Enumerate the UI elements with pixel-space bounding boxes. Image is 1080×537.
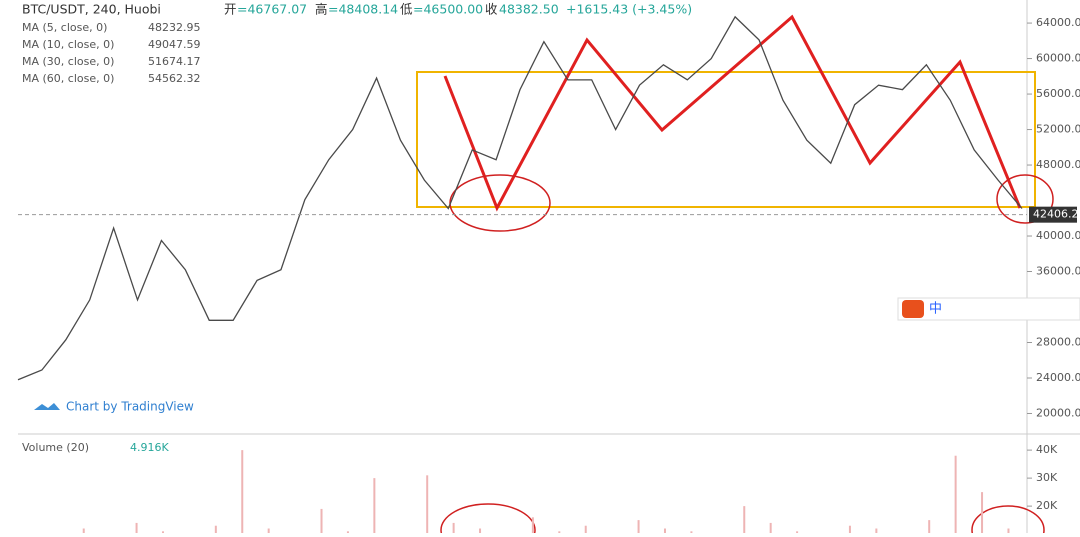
volume-bar	[82, 528, 85, 533]
volume-bar	[848, 525, 851, 533]
y-tick-label: 40K	[1036, 443, 1058, 456]
y-tick-label: 64000.00	[1036, 16, 1080, 29]
volume-bar	[954, 455, 957, 533]
volume-value: 4.916K	[130, 441, 169, 454]
change: +1615.43 (+3.45%)	[566, 2, 692, 17]
volume-bar	[320, 508, 323, 533]
volume-name: Volume (20)	[22, 441, 89, 454]
volume-bar	[135, 522, 138, 533]
volume-bar	[743, 506, 746, 533]
circle	[971, 505, 1045, 537]
watermark[interactable]: Chart by TradingView	[66, 400, 194, 414]
circle	[440, 503, 536, 537]
close: 48382.50	[499, 2, 559, 17]
y-tick-label: 28000.00	[1036, 335, 1080, 348]
ma-name: MA (10, close, 0)	[22, 38, 114, 51]
volume-bar	[479, 528, 482, 533]
ma-name: MA (30, close, 0)	[22, 55, 114, 68]
volume-bar	[346, 531, 349, 533]
volume-bar	[981, 492, 984, 533]
high: =48408.14	[328, 2, 398, 17]
volume-bar	[241, 450, 244, 533]
ma-value: 51674.17	[148, 55, 201, 68]
last-price-box	[1029, 206, 1077, 223]
y-tick-label: 36000.00	[1036, 265, 1080, 278]
volume-bar	[161, 531, 164, 533]
y-tick-label: 60000.00	[1036, 52, 1080, 65]
volume-bar	[663, 528, 666, 533]
y-tick-label: 56000.00	[1036, 87, 1080, 100]
close-label: 收	[485, 2, 498, 17]
y-tick-label: 40000.00	[1036, 229, 1080, 242]
volume-bar	[531, 517, 534, 533]
volume-bar	[558, 531, 561, 533]
volume-bar	[690, 531, 693, 533]
volume-bar	[875, 528, 878, 533]
ma-name: MA (60, close, 0)	[22, 72, 114, 85]
price-line	[17, 15, 1023, 381]
volume-bar	[214, 525, 217, 533]
volume-bar	[267, 528, 270, 533]
ma-value: 49047.59	[148, 38, 201, 51]
last-price: 42406.21	[1033, 208, 1080, 221]
volume-bar	[584, 525, 587, 533]
volume-bar	[928, 520, 931, 533]
open-label: 开	[224, 2, 237, 17]
volume-bar	[1007, 528, 1010, 533]
y-tick-label: 20K	[1036, 499, 1058, 512]
ime-logo	[902, 300, 924, 318]
range-box	[416, 71, 1036, 208]
volume-bar	[637, 520, 640, 533]
volume-bar	[426, 475, 429, 533]
volume-bar	[769, 522, 772, 533]
low-label: 低	[400, 2, 413, 17]
zigzag	[443, 14, 1022, 212]
y-tick-label: 48000.00	[1036, 158, 1080, 171]
ime-bar[interactable]	[897, 297, 1080, 321]
y-tick-label: 30K	[1036, 471, 1058, 484]
ma-value: 48232.95	[148, 21, 201, 34]
ime-mode[interactable]: 中	[929, 302, 942, 317]
y-tick-label: 52000.00	[1036, 123, 1080, 136]
ma-value: 54562.32	[148, 72, 201, 85]
y-tick-label: 24000.00	[1036, 371, 1080, 384]
circle	[996, 174, 1054, 224]
volume-bar	[796, 531, 799, 533]
low: =46500.00	[413, 2, 483, 17]
tv-logo	[34, 403, 60, 410]
open: =46767.07	[237, 2, 307, 17]
high-label: 高	[315, 2, 328, 17]
ma-name: MA (5, close, 0)	[22, 21, 107, 34]
volume-bar	[373, 478, 376, 533]
volume-bar	[452, 522, 455, 533]
y-tick-label: 20000.00	[1036, 406, 1080, 419]
layer: MA (5, close, 0) 48232.95 MA (10, close, 0…	[17, 15, 1080, 533]
symbol: BTC/USDT, 240, Huobi	[22, 2, 161, 17]
